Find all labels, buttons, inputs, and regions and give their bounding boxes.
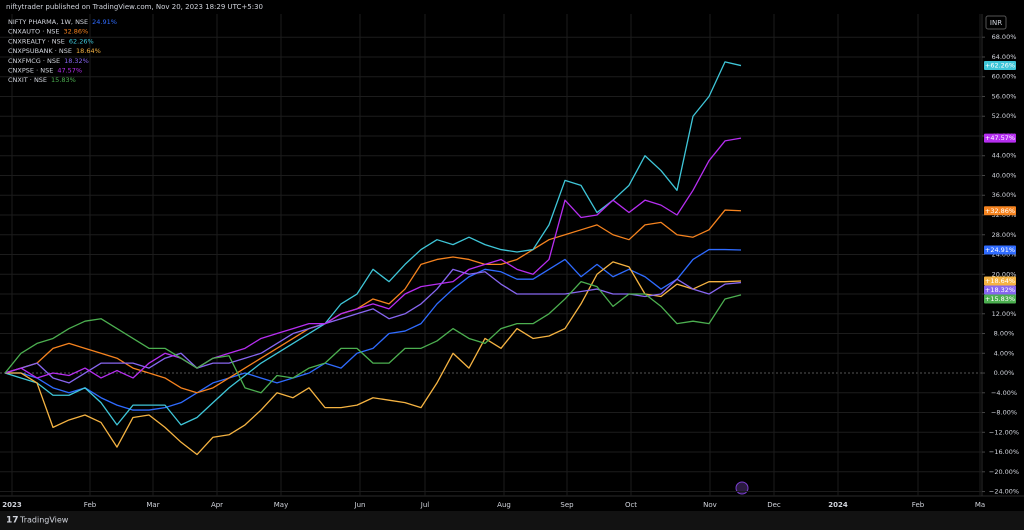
x-tick-label: Ma bbox=[975, 501, 985, 509]
y-tick-label: 60.00% bbox=[992, 73, 1017, 81]
y-tick-label: −24.00% bbox=[989, 488, 1019, 496]
legend-value[interactable]: 62.26% bbox=[69, 37, 94, 45]
x-tick-label: Mar bbox=[146, 501, 159, 509]
footer: TradingView bbox=[19, 516, 69, 525]
value-badge-label: +62.26% bbox=[985, 62, 1015, 70]
y-tick-label: 36.00% bbox=[992, 191, 1017, 199]
x-tick-label: Oct bbox=[625, 501, 637, 509]
value-badge bbox=[984, 133, 1016, 143]
legend-value[interactable]: 15.83% bbox=[51, 76, 76, 84]
y-tick-label: −4.00% bbox=[991, 389, 1017, 397]
event-icon[interactable] bbox=[735, 481, 749, 495]
y-tick-label: 52.00% bbox=[992, 112, 1017, 120]
y-tick-label: 8.00% bbox=[994, 330, 1015, 338]
y-tick-label: −16.00% bbox=[989, 448, 1019, 456]
x-tick-label: Apr bbox=[211, 501, 223, 509]
lines bbox=[4, 61, 742, 456]
currency[interactable]: INR bbox=[990, 19, 1002, 27]
y-tick-label: 56.00% bbox=[992, 92, 1017, 100]
y-axis: −24.00% −20.00% −16.00% −12.00% −8.00% −4.00%… bbox=[2, 33, 1019, 509]
y-tick-label: 40.00% bbox=[992, 171, 1017, 179]
series-line bbox=[4, 61, 742, 426]
y-tick-label: −8.00% bbox=[991, 409, 1017, 417]
grid bbox=[0, 14, 982, 496]
legend-name[interactable]: CNXIT · NSE bbox=[8, 76, 47, 84]
legend-value[interactable]: 18.64% bbox=[76, 47, 101, 55]
legend-name[interactable]: CNXREALTY · NSE bbox=[8, 37, 65, 45]
value-badge-label: +24.91% bbox=[985, 246, 1015, 254]
value-badge bbox=[984, 276, 1016, 286]
value-badge-label: +15.83% bbox=[985, 295, 1015, 303]
header: niftytrader published on TradingView.com… bbox=[6, 3, 263, 11]
legend: NIFTY PHARMA, 1W, NSE 24.91% CNXAUTO · NSE… bbox=[8, 18, 117, 84]
y-tick-label: 68.00% bbox=[992, 33, 1017, 41]
legend-value[interactable]: 47.57% bbox=[57, 67, 82, 75]
footer-bar bbox=[0, 511, 1024, 530]
x-tick-label: Feb bbox=[84, 501, 97, 509]
legend-value[interactable]: 32.86% bbox=[63, 28, 88, 36]
legend-name[interactable]: CNXPSE · NSE bbox=[8, 67, 53, 75]
x-tick-label: Jun bbox=[354, 501, 366, 509]
value-badge bbox=[984, 245, 1016, 255]
series-line bbox=[4, 281, 742, 394]
legend-value[interactable]: 18.32% bbox=[64, 57, 89, 65]
value-badge bbox=[984, 285, 1016, 295]
x-tick-label: Aug bbox=[497, 501, 511, 509]
legend-name[interactable]: CNXPSUBANK · NSE bbox=[8, 47, 72, 55]
y-tick-label: 28.00% bbox=[992, 231, 1017, 239]
value-badge-label: +18.32% bbox=[985, 286, 1015, 294]
y-tick-label: −12.00% bbox=[989, 428, 1019, 436]
value-badge bbox=[984, 294, 1016, 304]
footer-logo: 17 bbox=[6, 516, 19, 526]
legend-name[interactable]: NIFTY PHARMA, 1W, NSE bbox=[8, 18, 88, 26]
series-line bbox=[5, 248, 742, 411]
series-line bbox=[5, 261, 742, 456]
x-tick-label: May bbox=[274, 501, 288, 509]
value-badge bbox=[984, 206, 1016, 216]
x-tick-label: Dec bbox=[767, 501, 781, 509]
legend-name[interactable]: CNXFMCG · NSE bbox=[8, 57, 60, 65]
value-badge-label: +18.64% bbox=[985, 277, 1015, 285]
x-tick-label: Jul bbox=[420, 501, 430, 509]
y-tick-label: 4.00% bbox=[994, 349, 1015, 357]
legend-name[interactable]: CNXAUTO · NSE bbox=[8, 28, 59, 36]
currency-box[interactable] bbox=[985, 15, 1007, 30]
x-tick-label: Sep bbox=[560, 501, 574, 509]
value-badge-label: +32.86% bbox=[985, 207, 1015, 215]
series-line bbox=[4, 137, 742, 379]
y-tick-label: −20.00% bbox=[989, 468, 1019, 476]
value-badge-label: +47.57% bbox=[985, 134, 1015, 142]
y-tick-label: 44.00% bbox=[992, 152, 1017, 160]
x-tick-label: Nov bbox=[703, 501, 717, 509]
series-line bbox=[4, 268, 742, 384]
series-line bbox=[4, 209, 742, 394]
y-tick-label: 0.00% bbox=[994, 369, 1015, 377]
y-tick-label: 12.00% bbox=[992, 310, 1017, 318]
x-tick-label: 2024 bbox=[828, 501, 848, 509]
x-tick-label: 2023 bbox=[2, 501, 22, 509]
y-tick-label: 20.00% bbox=[992, 270, 1017, 278]
value-badge bbox=[984, 61, 1016, 71]
x-tick-label: Feb bbox=[912, 501, 925, 509]
legend-value[interactable]: 24.91% bbox=[92, 18, 117, 26]
y-tick-label: 64.00% bbox=[992, 53, 1017, 61]
